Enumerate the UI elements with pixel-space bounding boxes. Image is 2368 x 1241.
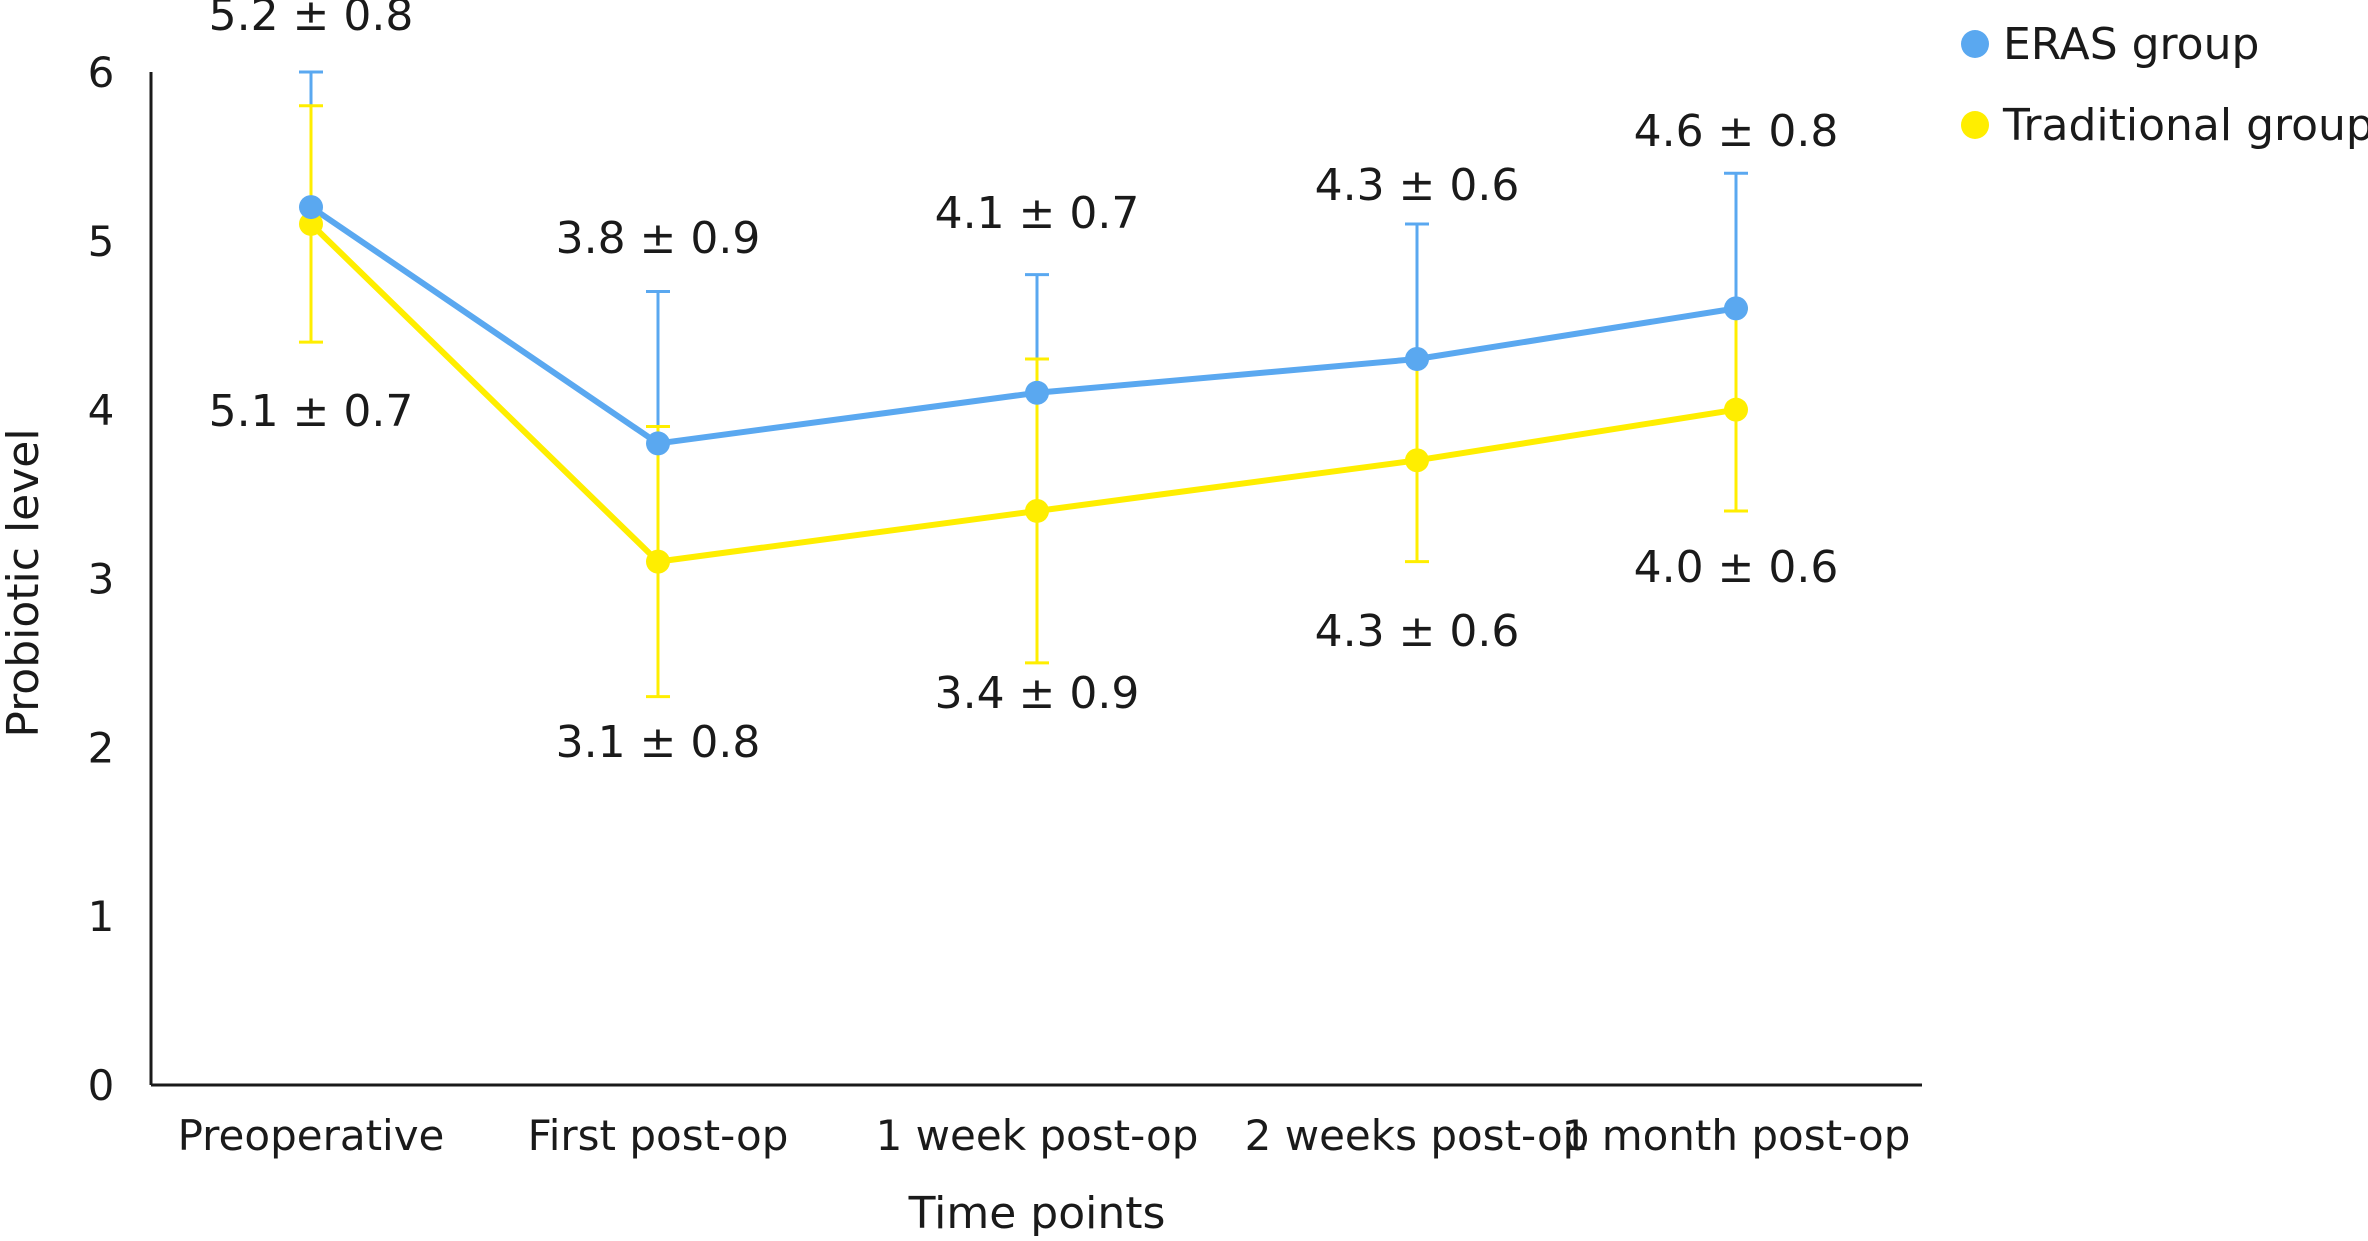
data-point-1 [1405, 448, 1429, 473]
eras-data-label: 4.3 ± 0.6 [1315, 160, 1520, 211]
legend-marker-0 [1961, 30, 1989, 58]
traditional-data-label: 3.4 ± 0.9 [935, 668, 1140, 719]
series-lines [308, 204, 1737, 565]
y-tick-label: 3 [88, 555, 115, 604]
data-point-0 [646, 431, 670, 456]
data-point-1 [299, 211, 323, 236]
eras-data-label: 3.8 ± 0.9 [556, 213, 761, 264]
data-labels: 5.2 ± 0.8 3.8 ± 0.9 4.1 ± 0.7 4.3 ± 0.6 4.6 … [209, 0, 1839, 768]
traditional-data-label: 3.1 ± 0.8 [556, 717, 761, 768]
traditional-data-label: 4.0 ± 0.6 [1634, 542, 1839, 593]
data-point-0 [1405, 347, 1429, 372]
legend-label-0: ERAS group [2003, 19, 2259, 70]
legend: ERAS group Traditional group [1961, 19, 2368, 151]
y-tick-label: 6 [88, 48, 115, 97]
data-point-1 [1724, 397, 1748, 422]
data-points [299, 195, 1748, 574]
traditional-data-label: 4.3 ± 0.6 [1315, 606, 1520, 657]
legend-marker-1 [1961, 111, 1989, 139]
y-tick-label: 0 [88, 1061, 115, 1110]
series-line-0 [309, 204, 1737, 447]
data-point-0 [299, 195, 323, 220]
axes [149, 72, 1922, 1087]
y-tick-label: 2 [88, 723, 115, 772]
traditional-data-label: 5.1 ± 0.7 [209, 386, 414, 437]
x-tick-label: Preoperative [178, 1111, 445, 1160]
data-point-0 [1724, 296, 1748, 321]
x-tick-label: 1 week post-op [876, 1111, 1199, 1160]
eras-data-label: 5.2 ± 0.8 [209, 0, 414, 41]
error-bars [299, 70, 1748, 699]
data-point-0 [1025, 380, 1049, 405]
x-axis-title: Time points [908, 1188, 1166, 1236]
data-point-1 [1025, 498, 1049, 523]
y-tick-label: 4 [88, 386, 115, 435]
eras-data-label: 4.1 ± 0.7 [935, 188, 1140, 239]
x-tick-label: 1 month post-op [1562, 1111, 1911, 1160]
x-tick-label: First post-op [528, 1111, 789, 1160]
x-tick-label: 2 weeks post-op [1245, 1111, 1590, 1160]
legend-label-1: Traditional group [2002, 100, 2368, 151]
y-tick-label: 1 [88, 892, 115, 941]
y-tick-label: 5 [88, 217, 115, 266]
y-tick-labels: 0 1 2 3 4 5 6 [88, 48, 115, 1110]
x-tick-labels: Preoperative First post-op 1 week post-op 2… [178, 1111, 1911, 1160]
data-point-1 [646, 549, 670, 574]
eras-data-label: 4.6 ± 0.8 [1634, 106, 1839, 157]
y-axis-title: Probiotic level [0, 428, 49, 737]
